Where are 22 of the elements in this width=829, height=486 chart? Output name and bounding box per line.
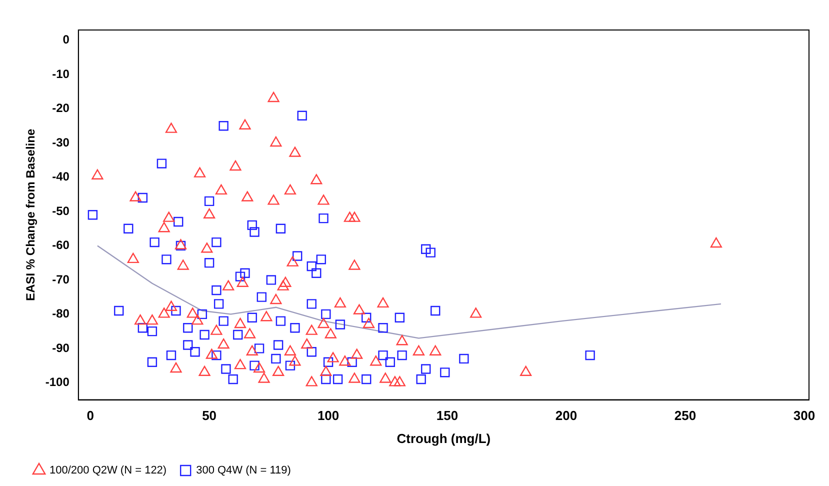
y-axis-title: EASI % Change from Baseline xyxy=(24,128,38,301)
y-tick-label: -90 xyxy=(52,340,70,355)
x-tick-label: 0 xyxy=(86,408,94,424)
y-tick-label: -70 xyxy=(52,272,70,286)
y-tick-label: -30 xyxy=(52,135,70,150)
y-tick-label: -20 xyxy=(52,101,70,116)
y-tick-label: -50 xyxy=(52,204,70,218)
y-tick-label: -10 xyxy=(52,66,70,81)
y-tick-label: 0 xyxy=(62,32,70,47)
x-tick-label: 100 xyxy=(317,408,340,424)
legend-label: 100/200 Q2W (N = 122) xyxy=(50,464,167,477)
x-axis-title: Ctrough (mg/L) xyxy=(396,430,491,446)
y-tick-label: -80 xyxy=(52,306,70,321)
x-tick-label: 150 xyxy=(436,408,458,424)
y-tick-label: -100 xyxy=(45,374,70,389)
x-tick-label: 50 xyxy=(202,408,217,424)
legend-label: 300 Q4W (N = 119) xyxy=(196,464,291,477)
x-tick-label: 300 xyxy=(793,408,816,424)
x-tick-label: 250 xyxy=(674,408,696,424)
y-tick-label: -40 xyxy=(52,170,70,184)
x-tick-label: 200 xyxy=(555,408,578,424)
y-tick-label: -60 xyxy=(52,238,70,252)
